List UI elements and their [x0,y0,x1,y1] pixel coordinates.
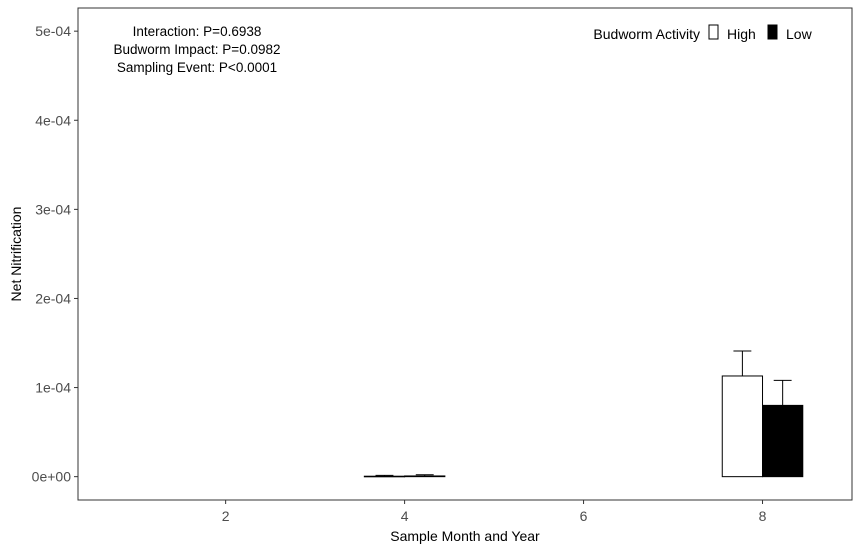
y-axis: 0e+00 1e-04 2e-04 3e-04 4e-04 5e-04 [32,23,78,485]
errorbars-layer [375,350,792,477]
y-tick-label: 2e-04 [35,290,71,306]
annotation-interaction: Interaction: P=0.6938 [133,24,262,39]
y-tick-label: 4e-04 [35,112,71,128]
bar-low [762,404,804,478]
bar-high [721,375,764,478]
x-tick-label: 6 [580,508,588,524]
x-tick-label: 4 [401,508,409,524]
legend: Budworm Activity High Low [593,24,813,42]
bars-layer [363,375,804,478]
annotation-budworm-impact: Budworm Impact: P=0.0982 [114,42,281,57]
y-tick-label: 0e+00 [32,469,72,485]
bar-low [404,475,446,478]
annotation-sampling-event: Sampling Event: P<0.0001 [117,60,277,75]
x-axis-label: Sample Month and Year [390,528,540,544]
legend-key-low [767,24,778,40]
x-axis: 2 4 6 8 [222,500,767,524]
x-tick-label: 8 [759,508,767,524]
legend-title: Budworm Activity [593,26,700,42]
y-axis-label: Net Nitrification [8,207,24,302]
bar-high [363,475,406,478]
legend-label-high: High [727,26,756,42]
legend-label-low: Low [786,26,813,42]
y-tick-label: 1e-04 [35,380,71,396]
legend-key-high [708,24,719,40]
y-tick-label: 5e-04 [35,23,71,39]
y-tick-label: 3e-04 [35,201,71,217]
x-tick-label: 2 [222,508,230,524]
annotation-block: Interaction: P=0.6938 Budworm Impact: P=… [114,24,281,75]
